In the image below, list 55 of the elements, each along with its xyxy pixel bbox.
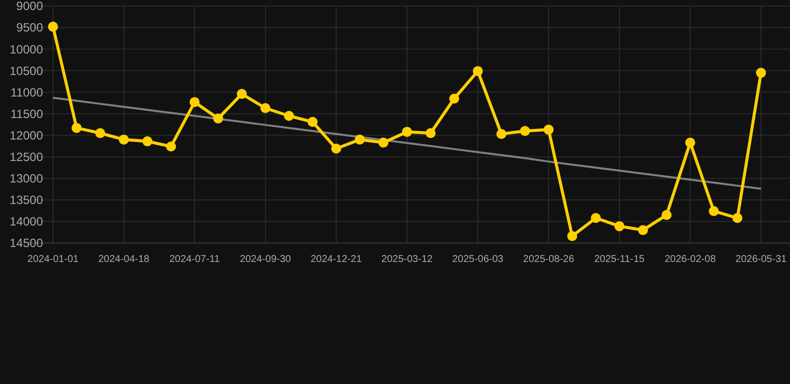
x-tick-label: 2026-02-08 xyxy=(664,254,716,265)
point xyxy=(118,134,129,145)
x-tick-label: 2024-01-01 xyxy=(27,254,80,265)
point xyxy=(638,225,648,236)
y-tick-label: 9500 xyxy=(16,20,44,35)
y-tick-label: 13500 xyxy=(10,193,44,208)
point xyxy=(544,124,554,135)
point xyxy=(213,113,224,124)
x-tick-label: 2024-07-11 xyxy=(169,254,220,265)
y-tick-label: 13000 xyxy=(10,172,44,186)
x-tick-label: 2024-09-30 xyxy=(240,254,292,265)
y-tick-label: 9000 xyxy=(16,0,44,14)
point xyxy=(48,22,58,32)
point xyxy=(142,136,152,146)
point xyxy=(354,134,365,145)
point xyxy=(472,66,483,76)
y-tick-label: 14500 xyxy=(10,236,44,250)
point xyxy=(756,68,766,78)
x-tick-label: 2025-08-26 xyxy=(523,254,575,265)
line-series xyxy=(52,96,762,190)
x-tick-label: 2025-11-15 xyxy=(594,254,646,265)
x-tick-label: 2026-05-31 xyxy=(735,254,788,265)
point xyxy=(402,126,412,137)
point xyxy=(708,206,719,216)
point xyxy=(567,231,578,242)
point xyxy=(284,110,294,121)
point xyxy=(590,213,601,224)
point xyxy=(236,88,247,99)
point xyxy=(426,128,436,138)
y-tick-label: 12000 xyxy=(10,128,44,142)
point xyxy=(166,141,176,152)
y-tick-label: 14000 xyxy=(10,214,44,229)
y-tick-label: 12500 xyxy=(10,150,44,164)
point xyxy=(190,97,200,108)
y-tick-label: 11000 xyxy=(10,85,44,100)
y-tick-label: 11500 xyxy=(10,106,44,121)
point xyxy=(520,126,530,136)
y-tick-label: 10000 xyxy=(10,42,44,56)
point xyxy=(260,103,270,114)
point xyxy=(308,116,318,127)
point xyxy=(614,221,624,232)
point xyxy=(732,213,742,224)
x-tick-label: 2024-12-21 xyxy=(310,254,362,265)
point xyxy=(378,138,388,148)
point xyxy=(449,94,460,104)
point xyxy=(72,122,82,133)
x-tick-label: 2024-04-18 xyxy=(98,254,150,265)
y-tick-label: 10500 xyxy=(10,64,44,78)
point xyxy=(95,128,106,138)
point xyxy=(662,210,672,220)
point xyxy=(685,138,696,148)
x-tick-label: 2025-06-03 xyxy=(452,254,504,265)
point xyxy=(331,144,342,154)
x-tick-label: 2025-03-12 xyxy=(381,254,434,265)
point xyxy=(496,128,506,139)
